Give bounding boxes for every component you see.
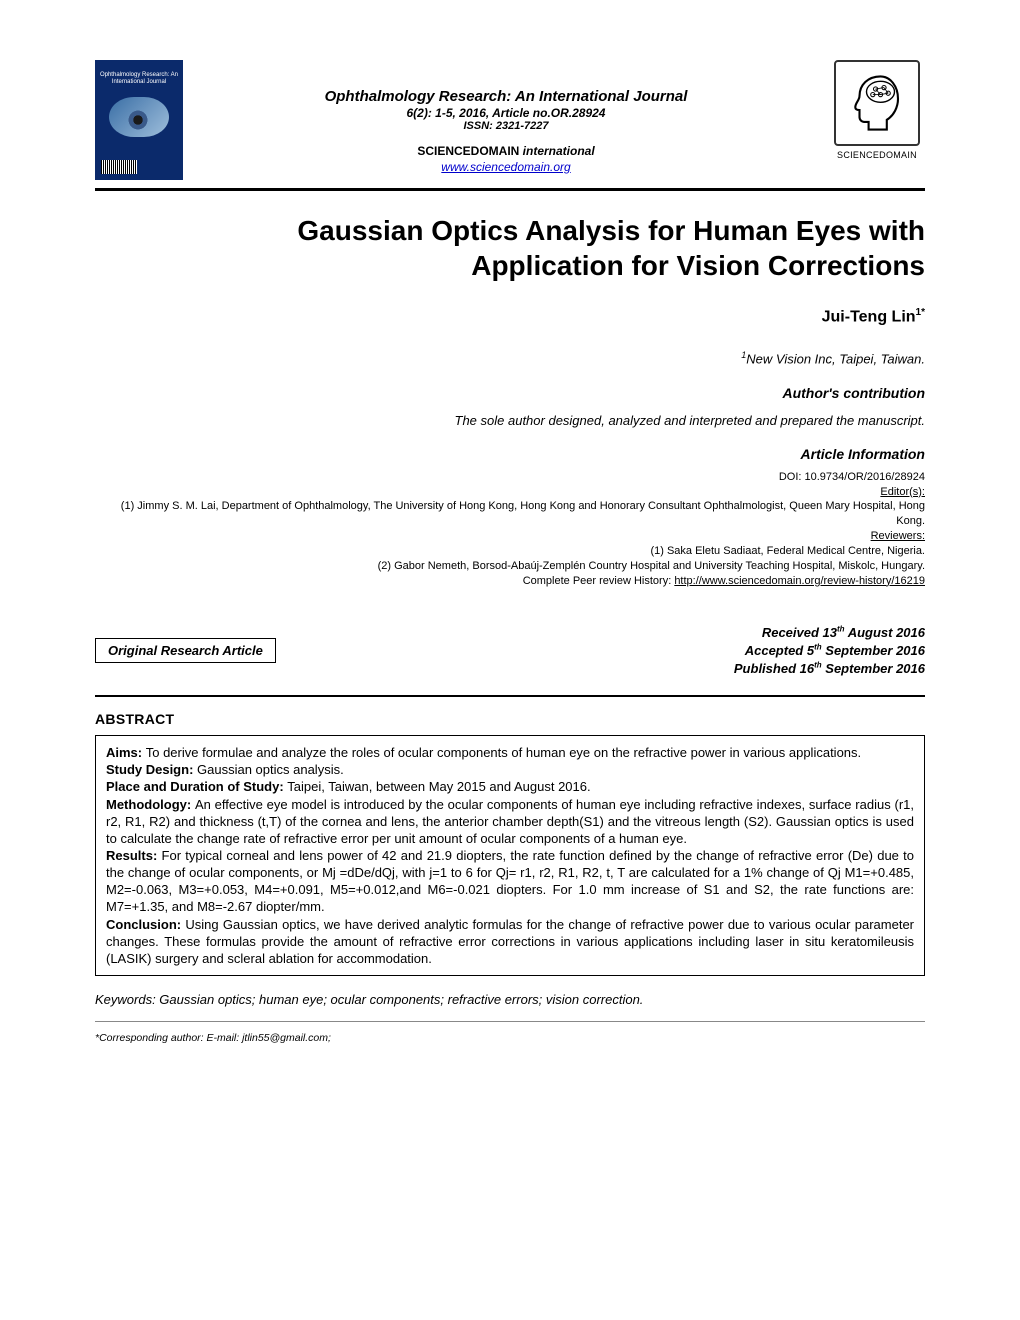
keywords: Keywords: Gaussian optics; human eye; oc…	[95, 992, 925, 1007]
journal-cover-thumbnail: Ophthalmology Research: An International…	[95, 60, 183, 180]
journal-name: Ophthalmology Research: An International…	[183, 88, 829, 105]
method-text: An effective eye model is introduced by …	[106, 797, 914, 846]
publisher-prefix: SCIENCEDOMAIN	[417, 144, 522, 158]
method-label: Methodology:	[106, 797, 195, 812]
aims-text: To derive formulae and analyze the roles…	[146, 745, 861, 760]
accepted-post: September 2016	[822, 643, 925, 658]
publisher-url[interactable]: www.sciencedomain.org	[441, 160, 570, 174]
conclusion-label: Conclusion:	[106, 917, 185, 932]
header-row: Ophthalmology Research: An International…	[95, 60, 925, 180]
logo-label: SCIENCEDOMAIN	[837, 150, 917, 160]
peer-review-prefix: Complete Peer review History:	[523, 575, 675, 587]
brain-head-icon	[842, 68, 912, 138]
results-label: Results:	[106, 848, 162, 863]
conclusion-text: Using Gaussian optics, we have derived a…	[106, 917, 914, 966]
affiliation: 1New Vision Inc, Taipei, Taiwan.	[95, 350, 925, 366]
aims-label: Aims:	[106, 745, 146, 760]
article-information-block: DOI: 10.9734/OR/2016/28924 Editor(s): (1…	[95, 470, 925, 589]
peer-review-line: Complete Peer review History: http://www…	[95, 574, 925, 589]
accepted-sup: th	[814, 643, 822, 652]
publisher-suffix: international	[523, 144, 595, 158]
editor-1: (1) Jimmy S. M. Lai, Department of Ophth…	[95, 499, 925, 529]
publisher: SCIENCEDOMAIN international	[183, 144, 829, 158]
published-post: September 2016	[822, 661, 925, 676]
results-text: For typical corneal and lens power of 42…	[106, 848, 914, 914]
received-pre: Received 13	[762, 625, 837, 640]
corresponding-author: *Corresponding author: E-mail: jtlin55@g…	[95, 1032, 925, 1044]
peer-review-link[interactable]: http://www.sciencedomain.org/review-hist…	[674, 575, 925, 587]
brain-logo-box	[834, 60, 920, 146]
affiliation-text: New Vision Inc, Taipei, Taiwan.	[746, 352, 925, 367]
author-sup: 1*	[916, 307, 925, 318]
reviewers-label: Reviewers:	[95, 529, 925, 544]
design-label: Study Design:	[106, 762, 197, 777]
abstract-heading: ABSTRACT	[95, 711, 925, 727]
doi-line: DOI: 10.9734/OR/2016/28924	[95, 470, 925, 485]
author-name: Jui-Teng Lin	[822, 308, 916, 325]
design-text: Gaussian optics analysis.	[197, 762, 344, 777]
cover-title: Ophthalmology Research: An International…	[99, 72, 179, 85]
abstract-box: Aims: To derive formulae and analyze the…	[95, 735, 925, 976]
article-type-box: Original Research Article	[95, 638, 276, 663]
authors-contribution-text: The sole author designed, analyzed and i…	[95, 413, 925, 428]
title-line-2: Application for Vision Corrections	[471, 250, 925, 281]
published-date: Published 16th September 2016	[734, 660, 925, 678]
published-pre: Published 16	[734, 661, 814, 676]
published-sup: th	[814, 660, 822, 669]
header-rule	[95, 188, 925, 191]
place-text: Taipei, Taiwan, between May 2015 and Aug…	[287, 779, 590, 794]
issn: ISSN: 2321-7227	[183, 120, 829, 132]
received-date: Received 13th August 2016	[734, 624, 925, 642]
cover-eye-image	[109, 97, 169, 137]
footer-separator	[95, 1021, 925, 1022]
author-line: Jui-Teng Lin1*	[95, 307, 925, 326]
accepted-pre: Accepted 5	[745, 643, 814, 658]
received-post: August 2016	[845, 625, 925, 640]
cover-barcode	[101, 160, 137, 174]
mid-rule	[95, 695, 925, 697]
mid-row: Original Research Article Received 13th …	[95, 624, 925, 677]
dates-block: Received 13th August 2016 Accepted 5th S…	[734, 624, 925, 677]
publisher-logo-block: SCIENCEDOMAIN	[829, 60, 925, 160]
authors-contribution-label: Author's contribution	[95, 385, 925, 401]
place-label: Place and Duration of Study:	[106, 779, 287, 794]
received-sup: th	[837, 625, 845, 634]
accepted-date: Accepted 5th September 2016	[734, 642, 925, 660]
reviewer-1: (1) Saka Eletu Sadiaat, Federal Medical …	[95, 544, 925, 559]
header-center: Ophthalmology Research: An International…	[183, 60, 829, 176]
issue-line: 6(2): 1-5, 2016, Article no.OR.28924	[183, 106, 829, 120]
article-title: Gaussian Optics Analysis for Human Eyes …	[95, 213, 925, 283]
article-information-label: Article Information	[95, 446, 925, 462]
title-line-1: Gaussian Optics Analysis for Human Eyes …	[297, 215, 925, 246]
editors-label: Editor(s):	[95, 485, 925, 500]
reviewer-2: (2) Gabor Nemeth, Borsod-Abaúj-Zemplén C…	[95, 559, 925, 574]
